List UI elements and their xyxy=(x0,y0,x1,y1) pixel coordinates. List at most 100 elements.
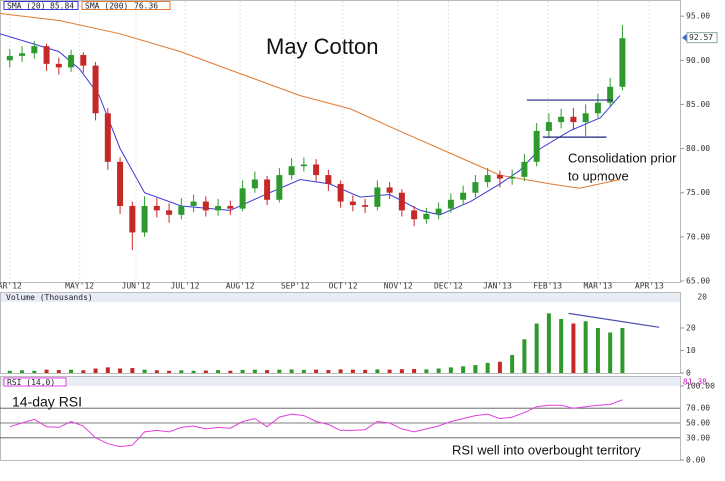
volume-bar xyxy=(277,369,282,373)
candle-body xyxy=(594,102,601,114)
price-tag-label: 92.57 xyxy=(689,33,713,42)
x-tick-label: OCT'12 xyxy=(329,282,358,291)
volume-bar xyxy=(326,370,331,373)
volume-bar xyxy=(301,369,306,373)
volume-bar xyxy=(559,319,564,373)
x-tick-label: AUG'12 xyxy=(226,282,255,291)
rsi-title: RSI (14,0) xyxy=(7,378,55,387)
candle-body xyxy=(607,86,614,103)
volume-bar xyxy=(363,369,368,373)
annotation: RSI well into overbought territory xyxy=(452,442,641,457)
volume-bar xyxy=(546,313,551,373)
volume-bar xyxy=(93,368,98,373)
candle-body xyxy=(496,175,503,179)
candle-body xyxy=(43,46,50,64)
candle-body xyxy=(153,205,160,211)
volume-bar xyxy=(69,369,74,373)
candle-body xyxy=(129,205,136,233)
candle-body xyxy=(570,116,577,123)
volume-bar xyxy=(167,370,172,373)
volume-bar xyxy=(608,332,613,373)
candle-body xyxy=(166,210,173,215)
candle-body xyxy=(619,38,626,87)
legend-box xyxy=(81,1,171,10)
volume-bar xyxy=(240,369,245,373)
rsi-frame xyxy=(0,376,681,461)
volume-bar xyxy=(314,369,319,373)
volume-bar xyxy=(338,369,343,373)
candle-body xyxy=(251,179,258,189)
candle-body xyxy=(80,55,87,66)
volume-bar xyxy=(142,369,147,373)
y-tick-label: 30.00 xyxy=(686,433,710,442)
volume-bar xyxy=(510,355,515,373)
volume-bar xyxy=(436,368,441,373)
volume-bar xyxy=(118,368,123,373)
candle-body xyxy=(337,183,344,202)
candle-body xyxy=(460,192,467,200)
x-tick-label: JAN'13 xyxy=(483,282,512,291)
candle-body xyxy=(104,113,111,162)
legend-value: 85.84 xyxy=(50,2,74,11)
y-tick-label: 0.00 xyxy=(686,456,705,465)
candle-body xyxy=(288,166,295,176)
x-tick-label: JUN'12 xyxy=(122,282,151,291)
volume-bar xyxy=(154,370,159,373)
price-tag xyxy=(686,32,718,44)
y-tick-label: 10 xyxy=(686,346,696,355)
candle-body xyxy=(117,161,124,206)
candle-body xyxy=(374,187,381,207)
candle-body xyxy=(264,179,271,200)
volume-bar xyxy=(424,369,429,373)
volume-bar xyxy=(252,369,257,373)
candle-body xyxy=(521,161,528,177)
volume-bar xyxy=(191,370,196,373)
candle-body xyxy=(227,205,234,209)
legend-label: SMA (200) xyxy=(85,2,128,11)
volume-bar xyxy=(485,362,490,373)
y-tick-label: 100.00 xyxy=(686,382,715,391)
rsi-last: 81.38 xyxy=(683,378,707,387)
candle-body xyxy=(55,63,62,68)
candle-body xyxy=(386,187,393,193)
candle-body xyxy=(325,175,332,184)
volume-bar xyxy=(44,369,49,373)
x-tick-label: MAY'12 xyxy=(65,282,94,291)
x-tick-label: FEB'13 xyxy=(533,282,562,291)
volume-bar xyxy=(522,339,527,373)
y-tick-label: 70.00 xyxy=(686,232,710,241)
volume-bar xyxy=(571,323,576,373)
candle-body xyxy=(362,205,369,207)
candle-body xyxy=(19,53,26,56)
y-tick-label: 80.00 xyxy=(686,144,710,153)
volume-bar xyxy=(228,370,233,373)
candle-body xyxy=(558,116,565,123)
price-tag-pointer xyxy=(682,33,687,42)
volume-bar xyxy=(32,370,37,373)
volume-bar xyxy=(216,370,221,373)
candle-body xyxy=(484,175,491,183)
candle-body xyxy=(68,55,75,68)
candle-body xyxy=(509,176,516,179)
candle-body xyxy=(447,199,454,209)
volume-bar xyxy=(350,369,355,373)
volume-bar xyxy=(583,321,588,373)
candle-body xyxy=(435,208,442,214)
candle-body xyxy=(141,205,148,233)
volume-bar xyxy=(203,370,208,373)
volume-bar xyxy=(7,370,12,373)
candle-body xyxy=(92,65,99,114)
rsi-line xyxy=(9,399,623,448)
y-tick-label: 0 xyxy=(686,369,691,378)
candle-body xyxy=(202,201,209,211)
candle-body xyxy=(313,164,320,176)
volume-bar xyxy=(375,369,380,373)
annotation: 14-day RSI xyxy=(12,394,82,410)
candle-body xyxy=(190,201,197,206)
candle-body xyxy=(276,175,283,200)
volume-bar xyxy=(448,367,453,373)
volume-bar xyxy=(461,366,466,373)
volume-bar xyxy=(105,367,110,373)
